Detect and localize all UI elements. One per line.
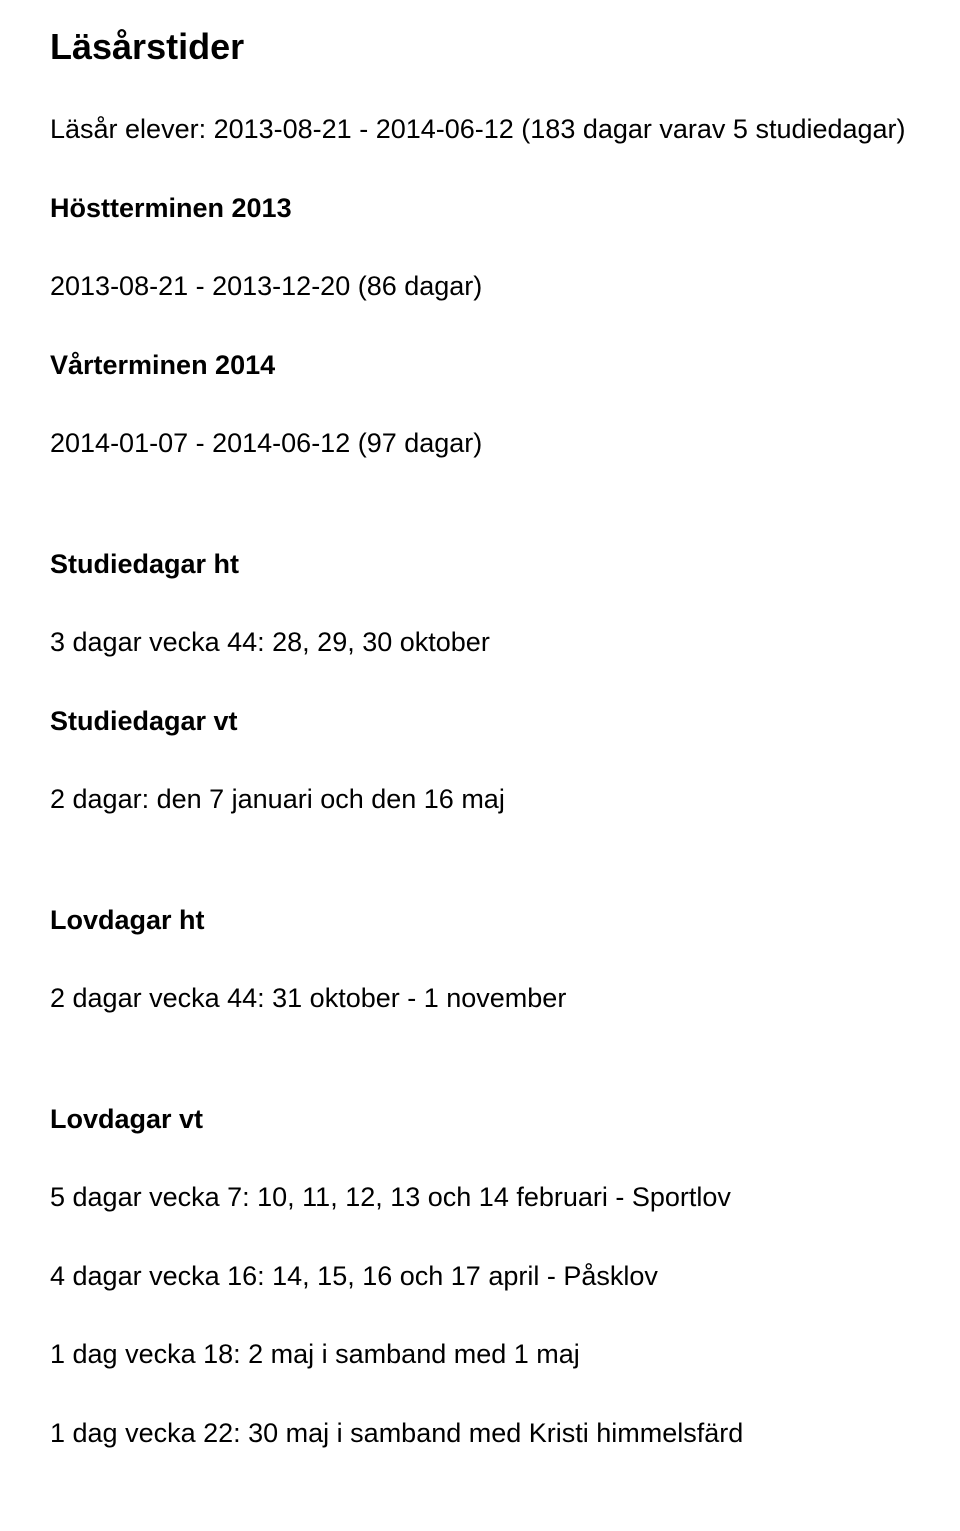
studiedagar-ht-heading: Studiedagar ht <box>50 544 910 585</box>
lovdagar-ht-heading: Lovdagar ht <box>50 900 910 941</box>
ht-range: 2013-08-21 - 2013-12-20 (86 dagar) <box>50 266 910 307</box>
page-title: Läsårstider <box>50 26 910 67</box>
studiedagar-ht-text: 3 dagar vecka 44: 28, 29, 30 oktober <box>50 622 910 663</box>
lovdagar-ht-text: 2 dagar vecka 44: 31 oktober - 1 novembe… <box>50 978 910 1019</box>
vt-range: 2014-01-07 - 2014-06-12 (97 dagar) <box>50 423 910 464</box>
vt-heading: Vårterminen 2014 <box>50 345 910 386</box>
lovdagar-vt-line-4: 1 dag vecka 22: 30 maj i samband med Kri… <box>50 1413 910 1454</box>
lovdagar-vt-heading: Lovdagar vt <box>50 1099 910 1140</box>
studiedagar-vt-text: 2 dagar: den 7 januari och den 16 maj <box>50 779 910 820</box>
lovdagar-vt-line-1: 5 dagar vecka 7: 10, 11, 12, 13 och 14 f… <box>50 1177 910 1218</box>
ht-heading: Höstterminen 2013 <box>50 188 910 229</box>
lovdagar-vt-line-3: 1 dag vecka 18: 2 maj i samband med 1 ma… <box>50 1334 910 1375</box>
studiedagar-vt-heading: Studiedagar vt <box>50 701 910 742</box>
intro-text: Läsår elever: 2013-08-21 - 2014-06-12 (1… <box>50 109 910 150</box>
lovdagar-vt-line-2: 4 dagar vecka 16: 14, 15, 16 och 17 apri… <box>50 1256 910 1297</box>
